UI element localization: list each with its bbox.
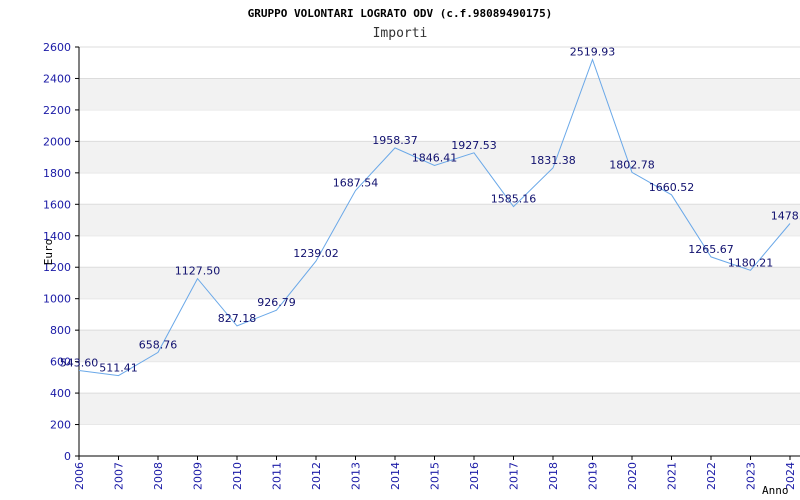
data-label: 1958.37 (372, 134, 418, 147)
x-tick-label: 2009 (192, 462, 205, 490)
chart-subtitle: Importi (373, 26, 428, 41)
data-label: 1927.53 (451, 139, 497, 152)
x-tick-label: 2008 (152, 462, 165, 490)
y-tick-label: 400 (50, 387, 71, 400)
y-axis-label: Euro (42, 239, 55, 266)
data-label: 926.79 (257, 296, 296, 309)
grid-band (79, 204, 800, 236)
y-axis-ticks: 0 200 400 600 800 1000 1200 1400 1600 1800 2000 220… (43, 41, 79, 463)
data-label: 658.76 (139, 338, 178, 351)
x-tick-label: 2024 (784, 462, 797, 490)
y-tick-label: 800 (50, 324, 71, 337)
x-tick-label: 2023 (745, 462, 758, 490)
x-tick-label: 2017 (508, 462, 521, 490)
x-tick-label: 2015 (429, 462, 442, 490)
data-label: 1831.38 (530, 154, 576, 167)
y-tick-label: 200 (50, 419, 71, 432)
x-tick-label: 2010 (231, 462, 244, 490)
x-tick-label: 2013 (350, 462, 363, 490)
x-tick-label: 2007 (113, 462, 126, 490)
x-tick-label: 2020 (626, 462, 639, 490)
y-tick-label: 0 (64, 450, 71, 463)
x-tick-label: 2018 (547, 462, 560, 490)
x-tick-label: 2022 (705, 462, 718, 490)
data-label: 1660.52 (649, 181, 695, 194)
x-tick-label: 2019 (587, 462, 600, 490)
data-label: 1687.54 (333, 177, 379, 190)
data-label: 1802.78 (609, 158, 655, 171)
data-label: 543.60 (60, 356, 99, 369)
data-label: 827.18 (218, 312, 257, 325)
x-tick-label: 2006 (73, 462, 86, 490)
x-tick-label: 2012 (310, 462, 323, 490)
series-line (78, 58, 791, 377)
y-tick-label: 1400 (43, 230, 71, 243)
y-tick-label: 2000 (43, 135, 71, 148)
x-tick-label: 2014 (389, 462, 402, 490)
chart-title: GRUPPO VOLONTARI LOGRATO ODV (c.f.980894… (248, 7, 553, 20)
grid-band (79, 78, 800, 110)
data-label: 511.41 (99, 362, 138, 375)
y-tick-label: 1800 (43, 167, 71, 180)
y-tick-label: 2400 (43, 72, 71, 85)
data-label: 1265.67 (688, 243, 734, 256)
data-label: 1127.50 (175, 265, 221, 278)
grid-band (79, 393, 800, 425)
y-tick-label: 1600 (43, 198, 71, 211)
y-tick-label: 1000 (43, 293, 71, 306)
grid-band (79, 330, 800, 362)
y-tick-label: 2600 (43, 41, 71, 54)
x-axis-ticks: 2006 2007 2008 2009 2010 2011 2012 2013 2014 2015… (73, 456, 797, 490)
x-tick-label: 2016 (468, 462, 481, 490)
grid-band (79, 141, 800, 173)
data-label: 1846.41 (412, 152, 458, 165)
y-tick-label: 2200 (43, 104, 71, 117)
grid-bands (79, 46, 800, 426)
y-tick-label: 600 (50, 356, 71, 369)
x-axis-label: Anno (762, 484, 789, 497)
y-tick-label: 1200 (43, 261, 71, 274)
data-label: 1585.16 (491, 193, 537, 206)
x-tick-label: 2021 (666, 462, 679, 490)
data-label: 1239.02 (293, 247, 339, 260)
grid-band (79, 267, 800, 299)
data-label: 1180.21 (728, 256, 774, 269)
data-label: 1478.3 (771, 209, 800, 222)
data-label: 2519.93 (570, 46, 616, 59)
x-tick-label: 2011 (271, 462, 284, 490)
